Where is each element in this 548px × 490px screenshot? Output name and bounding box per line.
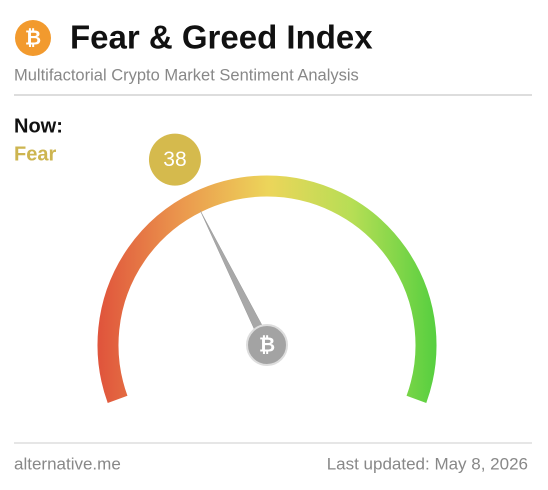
bitcoin-glyph: ₿	[25, 27, 41, 49]
bitcoin-icon	[15, 20, 51, 56]
last-updated: Last updated: May 8, 2026	[327, 454, 528, 473]
classification: Fear	[14, 143, 56, 165]
gauge-arc	[97, 175, 437, 403]
hub-glyph: ₿	[259, 334, 275, 356]
title: Fear & Greed Index	[70, 19, 373, 56]
now-label: Now:	[14, 115, 63, 137]
needle-hub	[246, 324, 288, 366]
subtitle: Multifactorial Crypto Market Sentiment A…	[14, 66, 359, 84]
source: alternative.me	[14, 454, 121, 473]
value-label: 38	[163, 148, 186, 171]
value-bubble	[148, 133, 201, 186]
gauge: ₿ 38	[97, 133, 437, 403]
